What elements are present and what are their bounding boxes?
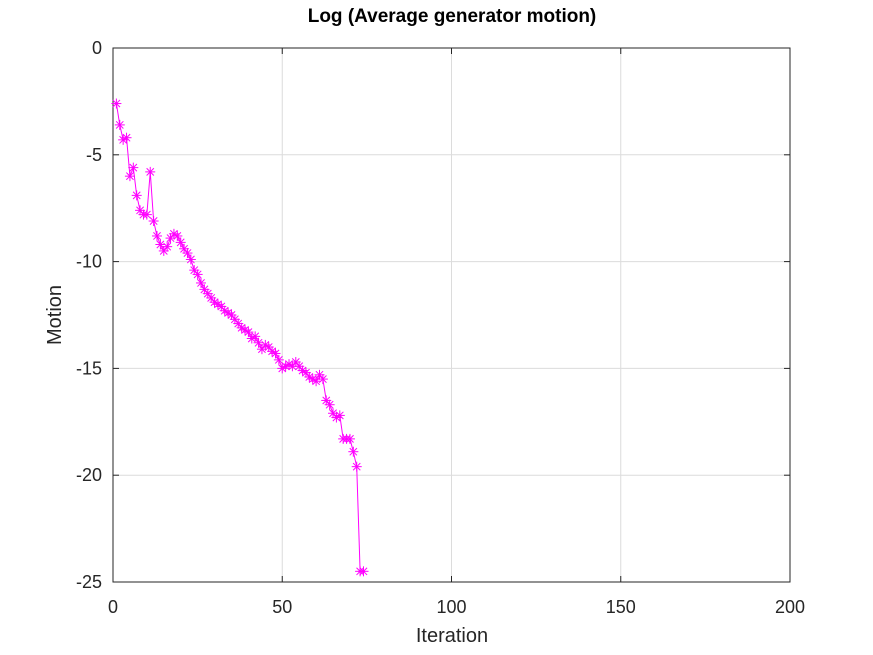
data-point-marker [131,190,142,201]
data-point-marker [294,361,305,372]
data-point-marker [114,119,125,130]
data-point-marker [148,216,159,227]
data-point-marker [270,348,281,359]
data-point-marker [351,461,362,472]
data-point-marker [175,237,186,248]
series [111,98,369,577]
x-tick-label: 200 [775,597,805,617]
data-point-marker [124,171,135,182]
data-point-marker [321,395,332,406]
data-point-marker [223,307,234,318]
chart-title: Log (Average generator motion) [308,6,597,27]
grid [113,48,790,582]
x-axis-label: Iteration [416,625,488,647]
data-point-marker [358,566,369,577]
data-point-marker [334,410,345,421]
y-tick-label: -10 [76,252,102,272]
plot-area [112,47,791,583]
data-point-marker [128,162,139,173]
data-point-marker [145,166,156,177]
data-point-marker [324,399,335,410]
x-tick-label: 0 [108,597,118,617]
data-point-marker [344,433,355,444]
data-point-marker [111,98,122,109]
data-point-marker [348,446,359,457]
y-tick-label: -20 [76,465,102,485]
data-point-marker [185,254,196,265]
data-point-marker [152,230,163,241]
y-tick-label: -25 [76,572,102,592]
data-point-marker [273,354,284,365]
data-point-marker [317,374,328,385]
x-tick-label: 150 [606,597,636,617]
data-point-marker [172,230,183,241]
data-point-marker [141,209,152,220]
data-point-marker [243,327,254,338]
data-point-marker [192,269,203,280]
y-axis-label: Motion [44,285,66,345]
y-tick-label: -15 [76,358,102,378]
data-point-marker [121,132,132,143]
y-tick-label: -5 [86,145,102,165]
data-point-marker [162,241,173,252]
x-tick-label: 50 [272,597,292,617]
x-tick-label: 100 [436,597,466,617]
y-tick-label: 0 [92,38,102,58]
